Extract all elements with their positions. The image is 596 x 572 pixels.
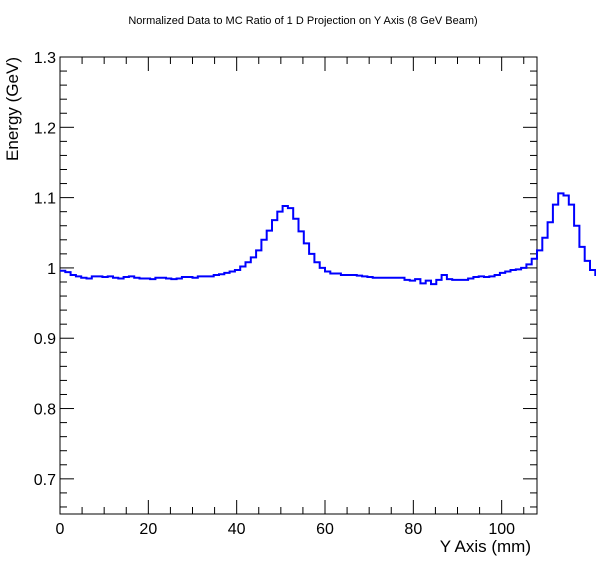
x-tick-label: 80 bbox=[404, 521, 422, 538]
chart-title: Normalized Data to MC Ratio of 1 D Proje… bbox=[128, 15, 477, 27]
y-tick-label: 0.9 bbox=[34, 331, 56, 348]
y-tick-label: 0.7 bbox=[34, 472, 56, 489]
y-tick-label: 1.2 bbox=[34, 120, 56, 137]
x-tick-label: 0 bbox=[56, 521, 65, 538]
y-tick-label: 0.8 bbox=[34, 402, 56, 419]
histogram-series bbox=[60, 192, 596, 286]
y-axis-label: Energy (GeV) bbox=[3, 57, 22, 161]
x-tick-label: 100 bbox=[488, 521, 515, 538]
y-axis-ticks bbox=[60, 56, 537, 508]
x-axis-ticks bbox=[59, 57, 525, 514]
histogram-line bbox=[60, 192, 596, 286]
x-tick-label: 60 bbox=[316, 521, 334, 538]
x-tick-label: 40 bbox=[228, 521, 246, 538]
plot-frame bbox=[59, 56, 538, 515]
x-tick-label: 20 bbox=[139, 521, 157, 538]
y-tick-label: 1 bbox=[47, 261, 56, 278]
x-axis-tick-labels: 0 20 40 60 80 100 bbox=[56, 521, 516, 538]
x-axis-label: Y Axis (mm) bbox=[440, 537, 531, 556]
y-axis-tick-labels: 0.7 0.8 0.9 1 1.1 1.2 1.3 bbox=[34, 50, 56, 489]
y-tick-label: 1.1 bbox=[34, 191, 56, 208]
plot-area-border bbox=[59, 56, 538, 515]
y-tick-label: 1.3 bbox=[34, 50, 56, 67]
